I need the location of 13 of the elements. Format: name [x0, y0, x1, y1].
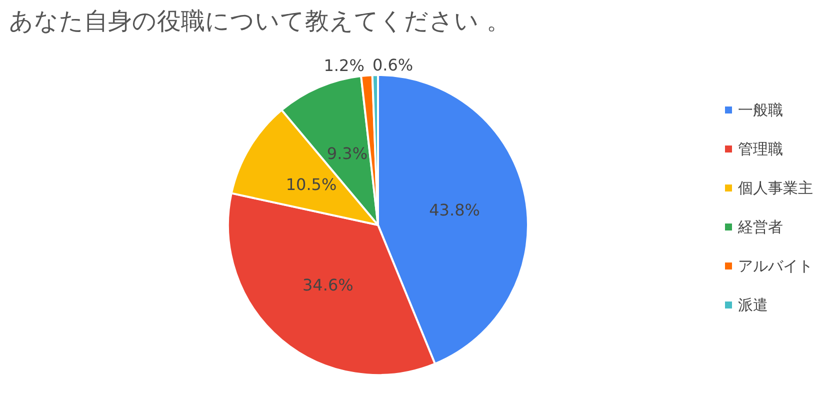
legend-label: 個人事業主 — [738, 179, 813, 197]
chart-title: あなた自身の役職について教えてください 。 — [9, 7, 511, 35]
data-label: 34.6% — [302, 275, 354, 294]
data-label: 43.8% — [429, 200, 480, 220]
data-label: 1.2% — [324, 56, 364, 75]
data-label: 9.3% — [326, 144, 368, 163]
data-label: 0.6% — [372, 56, 414, 75]
legend-label: 一般職 — [738, 101, 783, 119]
legend-label: 管理職 — [738, 140, 783, 158]
legend-label: 派遣 — [738, 296, 768, 314]
legend-label: アルバイト — [738, 257, 813, 275]
legend-label: 経営者 — [737, 218, 783, 236]
data-label: 10.5% — [286, 175, 337, 194]
